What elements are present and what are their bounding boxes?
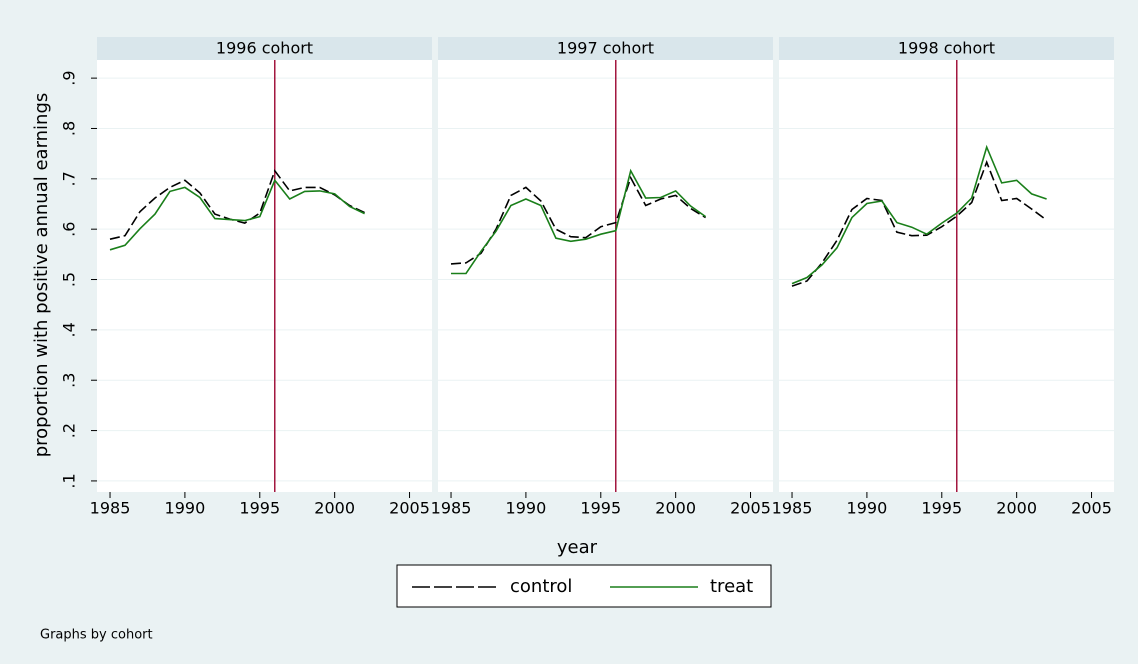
x-tick-label: 2000: [655, 499, 696, 518]
y-tick-label: .7: [60, 171, 79, 186]
x-tick-label: 1985: [431, 499, 472, 518]
x-axis-label: year: [557, 537, 598, 558]
series-line: [109, 169, 365, 240]
x-tick-label: 2005: [730, 499, 771, 518]
x-tick-label: 1995: [580, 499, 621, 518]
y-tick-label: .3: [60, 373, 79, 388]
y-tick-label: .6: [60, 222, 79, 237]
x-tick-label: 2005: [1071, 499, 1112, 518]
plot-area: [97, 60, 432, 492]
strip: [438, 37, 773, 60]
strip: [97, 37, 432, 60]
legend-label: control: [510, 576, 572, 597]
y-tick-label: .8: [60, 121, 79, 136]
panel-title: 1997 cohort: [557, 39, 654, 58]
y-tick-label: .4: [60, 322, 79, 337]
y-axis-label: proportion with positive annual earnings: [31, 93, 52, 458]
strip: [779, 37, 1114, 60]
plot-area: [438, 60, 773, 492]
panel-title: 1996 cohort: [216, 39, 313, 58]
x-tick-label: 1995: [921, 499, 962, 518]
series-line: [791, 159, 1048, 287]
x-tick-label: 2005: [389, 499, 430, 518]
legend-box: [396, 564, 772, 608]
panel-title: 1998 cohort: [898, 39, 995, 58]
series-line: [109, 178, 365, 251]
note: Graphs by cohort: [40, 628, 153, 643]
legend-label: treat: [710, 576, 753, 597]
x-tick-label: 1985: [90, 499, 131, 518]
x-tick-label: 1990: [506, 499, 547, 518]
series-line: [791, 144, 1047, 285]
x-tick-label: 1990: [847, 499, 888, 518]
x-tick-label: 2000: [314, 499, 355, 518]
x-tick-label: 1985: [772, 499, 813, 518]
x-tick-label: 1990: [165, 499, 206, 518]
y-tick-label: .2: [60, 423, 79, 438]
x-tick-label: 2000: [996, 499, 1037, 518]
series-line: [451, 168, 707, 275]
y-tick-label: .5: [60, 272, 79, 287]
plot-area: [779, 60, 1114, 492]
y-tick-label: .9: [60, 70, 79, 85]
y-tick-label: .1: [60, 473, 79, 488]
x-tick-label: 1995: [239, 499, 280, 518]
